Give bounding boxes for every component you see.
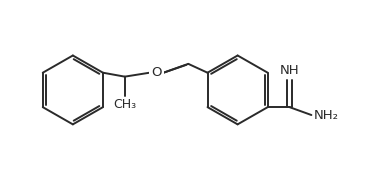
Text: CH₃: CH₃ bbox=[113, 98, 137, 111]
Text: NH₂: NH₂ bbox=[313, 109, 338, 122]
Text: O: O bbox=[151, 66, 162, 79]
Text: NH: NH bbox=[280, 64, 300, 77]
